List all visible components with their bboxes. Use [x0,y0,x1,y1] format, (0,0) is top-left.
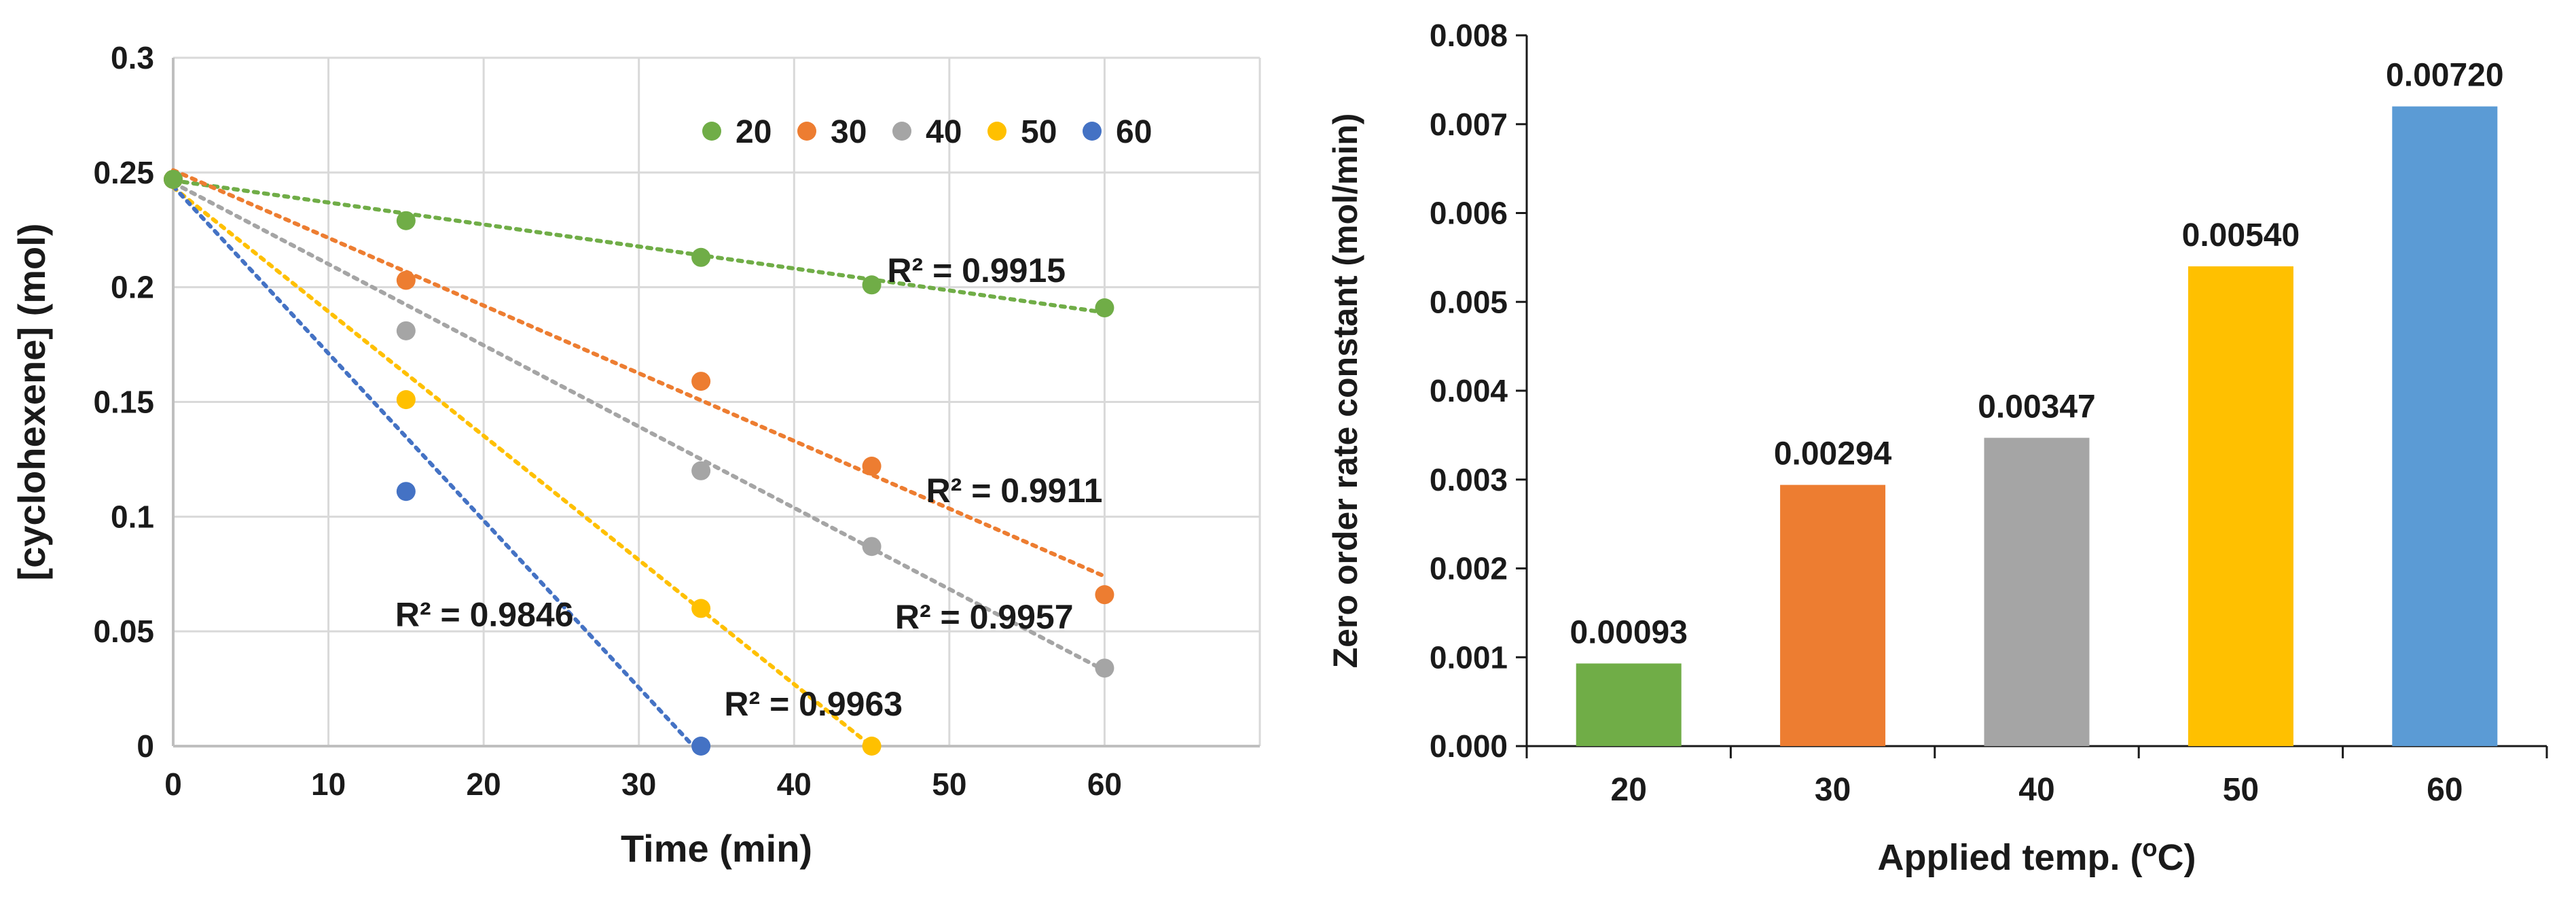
y-tick-label: 0.004 [1430,373,1508,408]
x-tick-label: 0 [164,766,182,802]
data-point-50 [396,390,416,410]
x-tick-label: 50 [932,766,966,802]
y-tick-label: 0.3 [111,40,154,75]
bar-50 [2188,266,2293,746]
legend-label-50: 50 [1021,114,1057,150]
y-axis-title: Zero order rate constant (mol/min) [1326,113,1364,669]
x-tick-label: 40 [2018,772,2054,808]
legend-marker-40 [892,122,911,141]
y-tick-label: 0.1 [111,499,154,534]
x-axis-title-superscript: o [2143,834,2158,862]
data-point-30 [862,457,882,476]
data-point-40 [396,321,416,340]
y-tick-label: 0.15 [93,385,154,420]
y-tick-label: 0.005 [1430,284,1508,319]
y-tick-label: 0.008 [1430,18,1508,53]
legend-marker-60 [1083,122,1102,141]
y-tick-label: 0.25 [93,155,154,190]
x-axis-title-main: Applied temp. ( [1878,837,2143,878]
r2-label-60: R² = 0.9846 [395,596,574,634]
y-tick-label: 0.05 [93,614,154,649]
y-tick-label: 0 [137,728,154,764]
trendline-40 [171,181,1107,673]
trendline-20 [171,178,1107,315]
y-tick-label: 0.2 [111,270,154,305]
data-point-40 [691,461,711,480]
value-label-40: 0.00347 [1978,389,2096,425]
legend-marker-50 [987,122,1006,141]
y-tick-label: 0.003 [1430,462,1508,497]
scatter-chart: 0 0.05 0.1 0.15 0.2 0.25 0.3 0 10 20 30 40 50 60 Time … [10,40,1261,870]
data-point-20 [396,211,416,230]
x-tick-label: 30 [621,766,656,802]
trendline-60 [171,184,695,748]
legend-label-40: 40 [926,114,962,150]
trendline-30 [171,168,1107,579]
x-tick-label: 60 [1087,766,1122,802]
legend-label-20: 20 [736,114,772,150]
x-tick-label: 50 [2223,772,2259,808]
data-point-40 [1095,658,1114,678]
data-point-20 [1095,298,1114,318]
legend-marker-30 [797,122,816,141]
data-point-60 [691,737,711,756]
value-label-30: 0.00294 [1774,436,1892,472]
bar-chart: 0.000 0.001 0.002 0.003 0.004 0.005 0.006 0.007… [1326,18,2548,878]
value-label-50: 0.00540 [2182,217,2300,253]
data-point-50 [862,737,882,756]
r2-label-50: R² = 0.9963 [724,685,903,723]
bar-20 [1576,663,1682,746]
data-point-50 [691,599,711,618]
y-tick-label: 0.000 [1430,728,1508,764]
y-tick-label: 0.006 [1430,196,1508,231]
data-point-30 [1095,585,1114,605]
y-tick-label: 0.001 [1430,639,1508,675]
bar-60 [2392,106,2498,747]
x-tick-label: 60 [2427,772,2463,808]
y-tick-label: 0.002 [1430,551,1508,586]
x-tick-label: 10 [311,766,346,802]
x-axis-title: Time (min) [621,827,812,870]
x-tick-label: 30 [1815,772,1851,808]
data-point-20 [691,247,711,267]
trendline-50 [171,185,874,749]
r2-label-40: R² = 0.9957 [895,598,1074,636]
y-axis-title: [cyclohexene] (mol) [10,224,53,581]
x-axis-title-unit: C) [2158,837,2196,878]
r2-label-20: R² = 0.9915 [887,251,1066,289]
data-point-30 [396,270,416,290]
x-tick-label: 40 [777,766,812,802]
value-label-60: 0.00720 [2386,58,2504,94]
r2-label-30: R² = 0.9911 [926,472,1103,510]
x-tick-label: 20 [1611,772,1647,808]
x-tick-label: 20 [467,766,501,802]
data-point-20 [164,169,183,189]
data-point-20 [862,275,882,295]
legend-label-30: 30 [831,114,867,150]
value-label-20: 0.00093 [1570,614,1688,650]
y-tick-label: 0.007 [1430,107,1508,142]
legend-marker-20 [702,122,721,141]
data-point-40 [862,537,882,557]
x-axis-title: Applied temp. (oC) [1878,834,2196,878]
data-point-30 [691,372,711,391]
data-point-60 [396,482,416,501]
bar-30 [1780,484,1886,746]
bar-40 [1984,438,2090,746]
legend-label-60: 60 [1116,114,1152,150]
